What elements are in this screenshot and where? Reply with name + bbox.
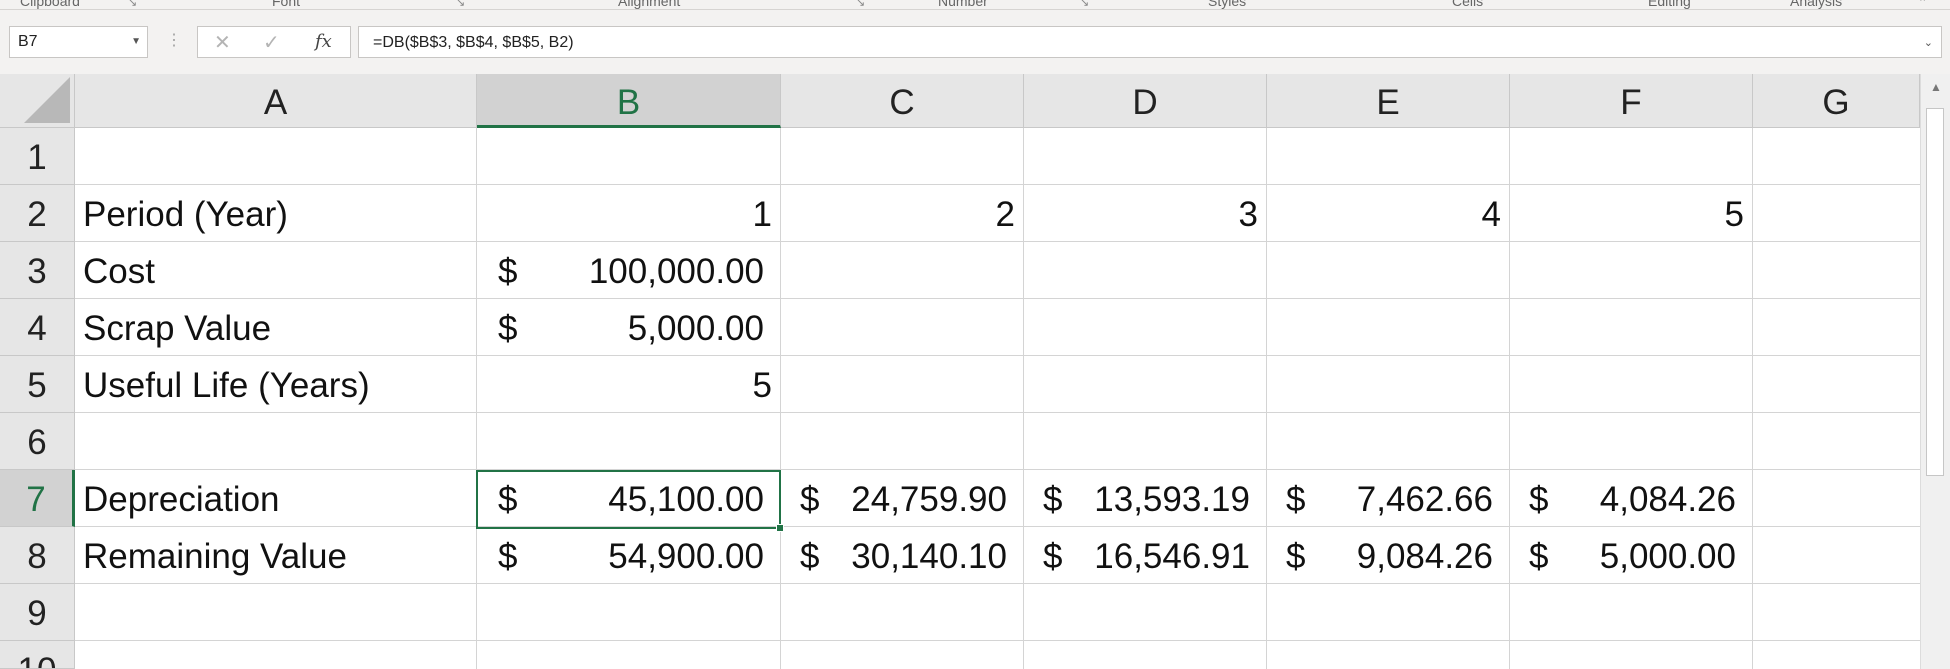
- cell-a2[interactable]: Period (Year): [83, 195, 288, 234]
- cell-e8[interactable]: $ 9,084.26: [1267, 527, 1509, 584]
- row-header-2[interactable]: 2: [0, 185, 75, 242]
- select-all-button[interactable]: [0, 74, 75, 128]
- cell-amount: 13,593.19: [1094, 480, 1250, 519]
- collapse-ribbon-icon[interactable]: ⌃: [1918, 0, 1928, 9]
- cell-amount: 5,000.00: [1599, 537, 1736, 576]
- vertical-scrollbar[interactable]: ▲: [1920, 74, 1950, 669]
- cell-d8[interactable]: $ 16,546.91: [1024, 527, 1266, 584]
- row-header-3[interactable]: 3: [0, 242, 75, 299]
- formula-bar: B7 ▼ ⋮ ✕ ✓ fx =DB($B$3, $B$4, $B$5, B2) …: [0, 10, 1950, 74]
- clipboard-launcher-icon[interactable]: ↘: [128, 0, 138, 9]
- currency-symbol: $: [1286, 480, 1306, 519]
- cell-amount: 16,546.91: [1094, 537, 1250, 576]
- cancel-icon[interactable]: ✕: [214, 32, 231, 54]
- cell-b8[interactable]: $ 54,900.00: [477, 527, 780, 584]
- currency-symbol: $: [1043, 480, 1063, 519]
- currency-symbol: $: [1286, 537, 1306, 576]
- currency-symbol: $: [498, 537, 518, 576]
- formula-text: =DB($B$3, $B$4, $B$5, B2): [373, 34, 574, 51]
- formula-bar-resize-handle-icon[interactable]: ⋮: [166, 32, 182, 49]
- cell-amount: 30,140.10: [851, 537, 1007, 576]
- ribbon-group-number[interactable]: Number: [938, 0, 988, 9]
- cell-amount: 7,462.66: [1356, 480, 1493, 519]
- cell-c8[interactable]: $ 30,140.10: [781, 527, 1023, 584]
- cell-amount: 5,000.00: [627, 309, 764, 348]
- cell-amount: 4,084.26: [1599, 480, 1736, 519]
- cell-d2[interactable]: 3: [1238, 195, 1258, 234]
- cell-b4[interactable]: $ 5,000.00: [477, 299, 780, 356]
- cell-c2[interactable]: 2: [995, 195, 1015, 234]
- row-header-9[interactable]: 9: [0, 584, 75, 641]
- currency-symbol: $: [800, 537, 820, 576]
- ribbon-group-labels: Clipboard ↘ Font ↘ Alignment ↘ Number ↘ …: [0, 0, 1950, 10]
- column-header-b[interactable]: B: [477, 74, 781, 128]
- scroll-up-arrow-icon[interactable]: ▲: [1930, 80, 1942, 94]
- cell-b3[interactable]: $ 100,000.00: [477, 242, 780, 299]
- row-header-1[interactable]: 1: [0, 128, 75, 185]
- cell-a4[interactable]: Scrap Value: [83, 309, 272, 348]
- insert-function-icon[interactable]: fx: [315, 31, 332, 52]
- column-header-f[interactable]: F: [1510, 74, 1753, 128]
- ribbon-group-styles[interactable]: Styles: [1208, 0, 1247, 9]
- alignment-launcher-icon[interactable]: ↘: [856, 0, 866, 9]
- row-header-4[interactable]: 4: [0, 299, 75, 356]
- currency-symbol: $: [1529, 537, 1549, 576]
- column-header-d[interactable]: D: [1024, 74, 1267, 128]
- ribbon-group-cells[interactable]: Cells: [1452, 0, 1484, 9]
- scrollbar-thumb[interactable]: [1926, 108, 1944, 476]
- ribbon-group-analysis[interactable]: Analysis: [1790, 0, 1843, 9]
- cell-b2[interactable]: 1: [752, 195, 772, 234]
- cell-amount: 9,084.26: [1356, 537, 1493, 576]
- cell-a7[interactable]: Depreciation: [83, 480, 280, 519]
- row-header-5[interactable]: 5: [0, 356, 75, 413]
- number-launcher-icon[interactable]: ↘: [1080, 0, 1090, 9]
- currency-symbol: $: [1529, 480, 1549, 519]
- fill-handle[interactable]: [776, 524, 784, 532]
- row-header-8[interactable]: 8: [0, 527, 75, 584]
- cell-d7[interactable]: $ 13,593.19: [1024, 470, 1266, 527]
- cell-amount: 100,000.00: [588, 252, 764, 291]
- currency-symbol: $: [498, 480, 518, 519]
- cell-a5[interactable]: Useful Life (Years): [83, 366, 370, 405]
- cell-a8[interactable]: Remaining Value: [83, 537, 347, 576]
- ribbon-group-alignment[interactable]: Alignment: [618, 0, 681, 9]
- currency-symbol: $: [498, 252, 518, 291]
- cell-b5[interactable]: 5: [752, 366, 772, 405]
- name-box[interactable]: B7 ▼: [9, 26, 148, 58]
- column-header-c[interactable]: C: [781, 74, 1024, 128]
- cell-a3[interactable]: Cost: [83, 252, 155, 291]
- cell-amount: 24,759.90: [851, 480, 1007, 519]
- row-header-7[interactable]: 7: [0, 470, 75, 527]
- active-cell-border: [476, 470, 781, 529]
- cell-amount: 45,100.00: [608, 480, 764, 519]
- cell-b7[interactable]: $ 45,100.00: [477, 470, 780, 527]
- ribbon-group-font[interactable]: Font: [272, 0, 301, 9]
- column-header-g[interactable]: G: [1753, 74, 1920, 128]
- currency-symbol: $: [498, 309, 518, 348]
- formula-bar-buttons: ✕ ✓ fx: [197, 26, 351, 58]
- ribbon-group-clipboard[interactable]: Clipboard: [20, 0, 80, 9]
- column-header-e[interactable]: E: [1267, 74, 1510, 128]
- chevron-down-icon[interactable]: ▼: [131, 36, 141, 47]
- row-header-10[interactable]: 10: [0, 641, 75, 669]
- name-box-value: B7: [18, 33, 38, 50]
- formula-input[interactable]: =DB($B$3, $B$4, $B$5, B2) ⌄: [358, 26, 1942, 58]
- currency-symbol: $: [800, 480, 820, 519]
- cell-f8[interactable]: $ 5,000.00: [1510, 527, 1752, 584]
- row-header-6[interactable]: 6: [0, 413, 75, 470]
- enter-icon[interactable]: ✓: [263, 32, 280, 54]
- expand-formula-bar-icon[interactable]: ⌄: [1923, 37, 1933, 49]
- ribbon-group-editing[interactable]: Editing: [1648, 0, 1691, 9]
- cell-c7[interactable]: $ 24,759.90: [781, 470, 1023, 527]
- spreadsheet-grid: A B C D E F G 1 2 3 4 5 6 7 8 9 10 Perio…: [0, 74, 1950, 669]
- currency-symbol: $: [1043, 537, 1063, 576]
- cell-f2[interactable]: 5: [1724, 195, 1744, 234]
- column-header-a[interactable]: A: [75, 74, 477, 128]
- font-launcher-icon[interactable]: ↘: [456, 0, 466, 9]
- cell-e7[interactable]: $ 7,462.66: [1267, 470, 1509, 527]
- cell-f7[interactable]: $ 4,084.26: [1510, 470, 1752, 527]
- cell-amount: 54,900.00: [608, 537, 764, 576]
- cell-e2[interactable]: 4: [1481, 195, 1501, 234]
